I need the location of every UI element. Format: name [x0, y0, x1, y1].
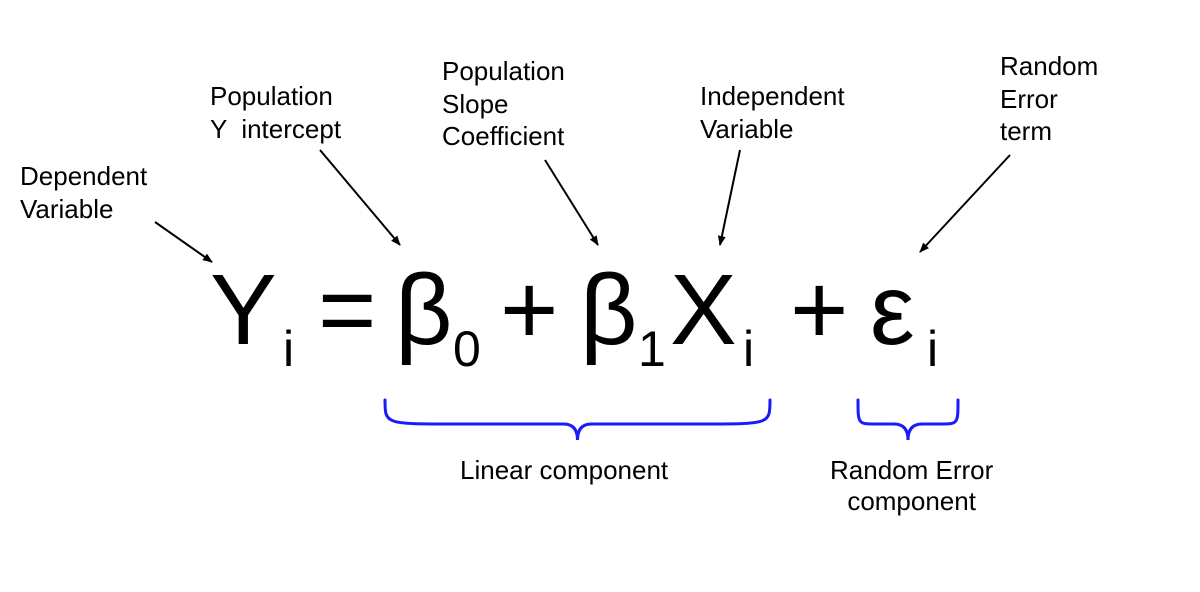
eq-sub-i3: i [927, 260, 938, 360]
eq-sub-i2: i [743, 260, 754, 360]
equation-diagram: Dependent Variable Population Y intercep… [0, 0, 1200, 592]
eq-beta0: β [395, 260, 453, 360]
eq-epsilon: ε [870, 260, 915, 360]
eq-sub-0: 0 [453, 260, 481, 360]
eq-plus1: + [500, 260, 558, 360]
eq-sub-i1: i [283, 260, 294, 360]
eq-Y: Y [210, 260, 277, 360]
eq-sub-1: 1 [638, 260, 666, 360]
arrow-slope [545, 160, 598, 245]
label-random-error-component: Random Error component [830, 455, 993, 517]
eq-X: X [670, 260, 737, 360]
eq-plus2: + [790, 260, 848, 360]
label-random-error-term: Random Error term [1000, 50, 1098, 148]
label-independent-variable: Independent Variable [700, 80, 845, 145]
label-linear-component: Linear component [460, 455, 668, 486]
label-y-intercept: Population Y intercept [210, 80, 341, 145]
label-dependent-variable: Dependent Variable [20, 160, 147, 225]
label-slope-coefficient: Population Slope Coefficient [442, 55, 565, 153]
arrow-dependent [155, 222, 212, 262]
brace-random-error [858, 400, 958, 440]
arrow-y-intercept [320, 150, 400, 245]
arrow-error [920, 155, 1010, 252]
arrow-independent [720, 150, 740, 245]
eq-beta1: β [580, 260, 638, 360]
eq-equals: = [318, 260, 376, 360]
brace-linear-component [385, 400, 770, 440]
